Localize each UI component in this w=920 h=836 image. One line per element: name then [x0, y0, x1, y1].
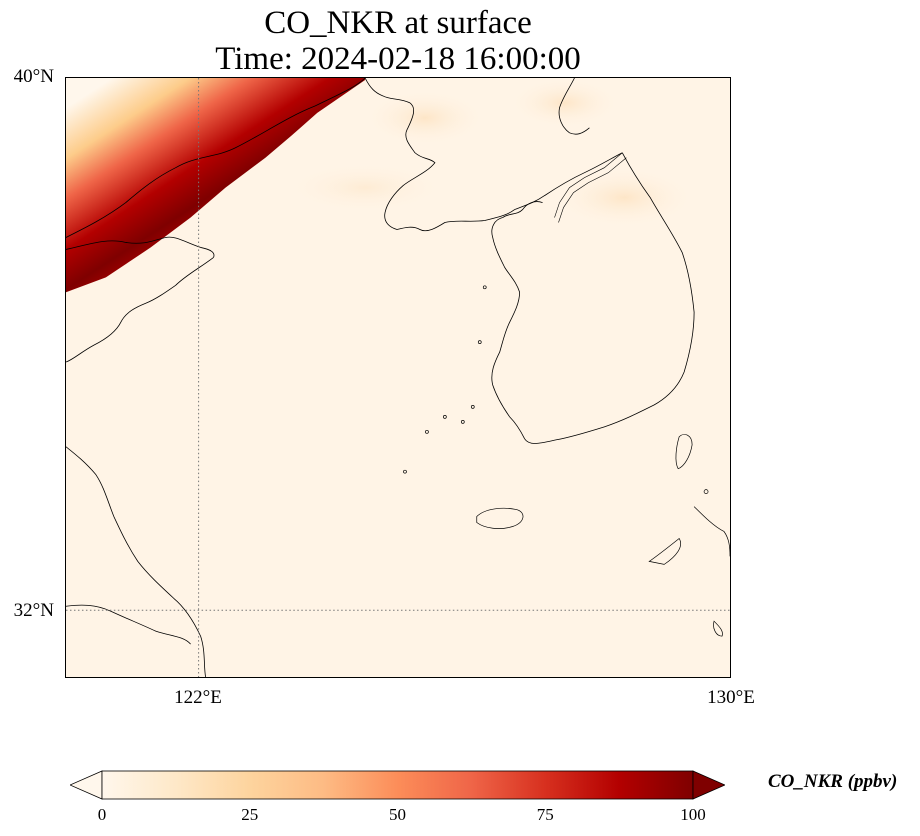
small-island — [403, 469, 407, 474]
jeju-island — [476, 507, 524, 529]
lat-tick-label-32n: 32°N — [13, 600, 54, 621]
concentration-patch — [285, 162, 445, 213]
small-island — [477, 340, 482, 344]
co-plume — [66, 78, 366, 293]
colorbar-tick-label: 0 — [97, 805, 107, 824]
small-island — [425, 429, 429, 434]
small-island — [703, 489, 709, 494]
small-island — [713, 620, 723, 637]
lat-tick-label-40n: 40°N — [13, 66, 54, 87]
lon-tick-label-130e: 130°E — [707, 687, 755, 708]
colorbar-extend-high — [692, 770, 725, 800]
colorbar-tick-label: 50 — [389, 805, 406, 824]
colorbar-label: CO_NKR (ppbv) — [768, 771, 898, 792]
map-canvas — [66, 78, 730, 677]
lon-tick-label-122e: 122°E — [174, 687, 222, 708]
colorbar-extend-low — [70, 770, 103, 800]
colorbar — [70, 770, 725, 800]
gridlines — [66, 78, 730, 677]
map-title-line2: Time: 2024-02-18 16:00:00 — [215, 41, 581, 77]
map-panel — [65, 77, 731, 678]
colorbar-tick-label: 25 — [241, 805, 259, 824]
small-island — [443, 415, 447, 419]
concentration-patch — [365, 89, 485, 146]
small-island — [470, 405, 475, 409]
map-title-line1: CO_NKR at surface — [264, 5, 532, 41]
concentration-patch — [509, 78, 620, 128]
colorbar-tick-label: 100 — [680, 805, 706, 824]
small-island — [482, 285, 487, 290]
small-island — [460, 420, 465, 424]
kyushu-coast — [648, 537, 681, 565]
colorbar-tick-label: 75 — [536, 805, 554, 824]
coastlines — [66, 78, 695, 677]
islands — [403, 285, 730, 637]
tsushima-island — [675, 434, 693, 470]
colorbar-bar — [101, 770, 694, 800]
